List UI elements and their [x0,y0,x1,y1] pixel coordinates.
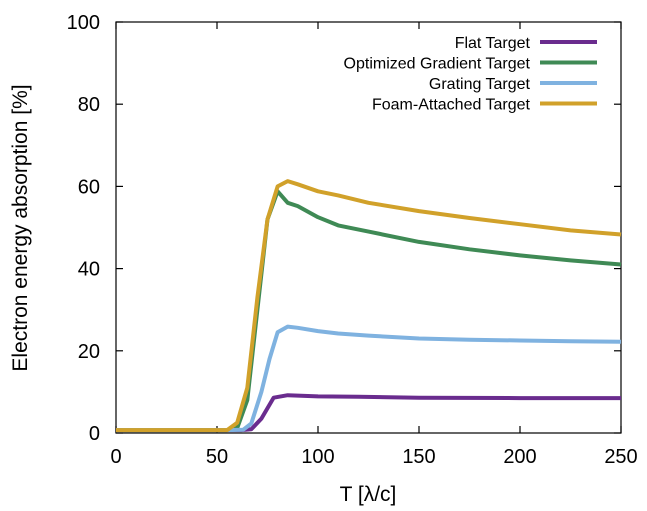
y-tick-label: 20 [78,341,100,363]
x-tick-label: 0 [110,446,121,468]
y-tick-label: 80 [78,94,100,116]
legend-label: Grating Target [429,76,531,93]
y-axis-label: Electron energy absorption [%] [9,84,32,371]
x-tick-label: 150 [402,446,435,468]
legend: Flat Target Optimized Gradient Target Grat… [344,35,597,114]
series-line-foam-attached-target [116,179,622,433]
y-tick-label: 60 [78,176,100,198]
series-line-flat-target [116,393,621,433]
legend-label: Flat Target [455,35,531,52]
legend-label: Optimized Gradient Target [344,56,531,73]
legend-label: Foam-Attached Target [372,97,531,114]
x-axis-label: T [λ/c] [340,483,397,506]
plot-frame [115,21,622,434]
x-tick-label: 200 [503,446,536,468]
series-line-grating-target [116,324,622,433]
x-tick-label: 250 [604,446,637,468]
x-tick-label: 100 [301,446,334,468]
y-tick-label: 100 [67,12,100,34]
y-tick-label: 0 [89,423,100,445]
x-tick-label: 50 [206,446,228,468]
series-line-optimized-gradient-target [116,189,622,433]
axis-ticks: 0 50 100 150 200 250 0 20 40 60 80 100 [67,12,638,468]
y-tick-label: 40 [78,259,100,281]
series-group [116,179,622,433]
